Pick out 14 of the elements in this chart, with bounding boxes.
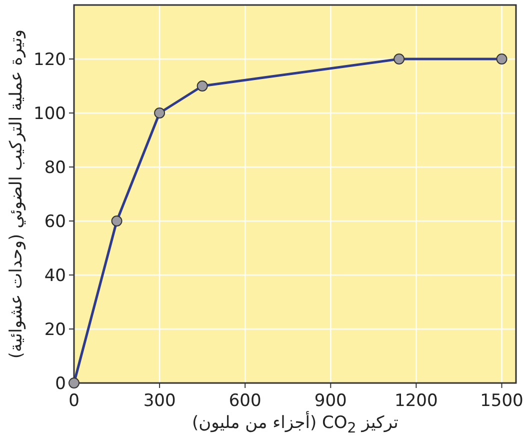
x-tick-label: 900 [314,391,347,411]
x-tick-label: 600 [228,391,262,411]
y-tick-label: 20 [44,320,66,340]
y-tick-label: 120 [34,50,66,70]
y-tick-label: 60 [44,212,66,232]
y-tick-label: 0 [55,374,66,394]
x-tick-label: 1200 [394,391,438,411]
x-tick-label: 300 [143,391,176,411]
y-axis-title: وتيرة عملية التركيب الضوئي (وحدات عشوائية) [6,29,26,359]
y-tick-label: 40 [44,266,66,286]
y-tick-label: 100 [34,104,66,124]
x-tick-label: 1500 [480,391,524,411]
y-tick-label: 80 [44,158,66,178]
x-tick-label: 0 [68,391,80,411]
